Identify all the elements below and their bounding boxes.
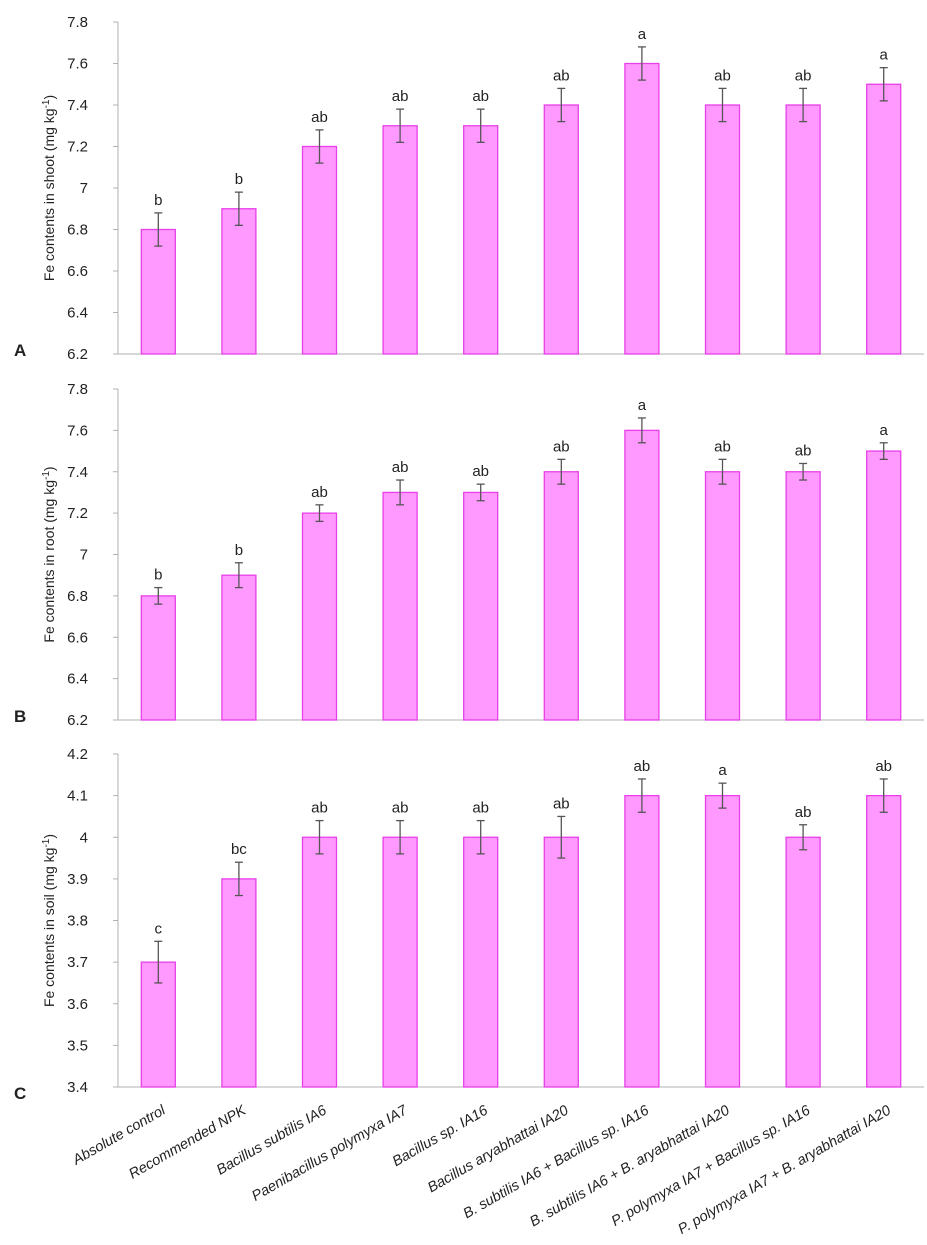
bar xyxy=(463,836,499,1088)
bar xyxy=(866,83,902,355)
chart-panel-a: 6.2 6.4 6.6 6.8 7 7.2 7.4 7.6 7.8 Fe contents in … xyxy=(14,14,924,363)
y-tick-label: 4 xyxy=(80,829,88,846)
bar xyxy=(301,512,338,721)
bar xyxy=(463,491,499,721)
y-tick-label: 7.6 xyxy=(67,422,88,439)
bar xyxy=(140,228,176,355)
bar xyxy=(221,208,257,355)
significance-letter: b xyxy=(154,192,162,209)
significance-letter: a xyxy=(638,397,647,414)
y-tick-label: 3.8 xyxy=(67,913,88,930)
bar xyxy=(624,429,660,721)
y-tick-label: 6.4 xyxy=(67,671,88,688)
significance-letter: ab xyxy=(714,67,731,84)
y-tick-label: 6.6 xyxy=(67,629,88,646)
significance-letter: ab xyxy=(553,67,570,84)
bar xyxy=(866,794,902,1088)
significance-letter: ab xyxy=(311,800,328,817)
significance-letter: c xyxy=(155,920,163,937)
bar xyxy=(301,145,338,355)
y-tick-label: 6.2 xyxy=(67,346,88,363)
y-tick-label: 6.8 xyxy=(67,588,88,605)
y-axis-title: Fe contents in soil (mg kg-1) xyxy=(41,834,58,1007)
significance-letter: ab xyxy=(795,442,812,459)
significance-letter: ab xyxy=(795,67,812,84)
significance-letter: ab xyxy=(392,800,409,817)
y-tick-label: 6.4 xyxy=(67,305,88,322)
significance-letter: a xyxy=(880,47,889,64)
significance-letter: a xyxy=(638,26,647,43)
significance-letter: b xyxy=(154,567,162,584)
significance-letter: a xyxy=(880,422,889,439)
y-tick-label: 7.6 xyxy=(67,56,88,73)
x-tick-label: Bacillus aryabhattai IA20 xyxy=(425,1103,571,1197)
y-tick-label: 3.9 xyxy=(67,871,88,888)
significance-letter: ab xyxy=(472,88,489,105)
significance-letter: ab xyxy=(311,484,328,501)
bar xyxy=(463,125,499,355)
bar xyxy=(704,104,741,355)
bar xyxy=(866,450,902,721)
bar xyxy=(221,878,257,1088)
bar xyxy=(704,471,741,721)
bar xyxy=(543,471,579,721)
y-tick-label: 7.2 xyxy=(67,505,88,522)
significance-letter: ab xyxy=(553,795,570,812)
significance-letter: ab xyxy=(392,459,409,476)
significance-letter: ab xyxy=(472,463,489,480)
bar xyxy=(221,574,257,721)
y-tick-label: 7.4 xyxy=(67,97,88,114)
x-tick-label: Paenibacillus polymyxa IA7 xyxy=(249,1102,411,1205)
panel-label: C xyxy=(14,1084,26,1103)
bar xyxy=(785,836,821,1088)
y-tick-label: 3.6 xyxy=(67,996,88,1013)
panel-label: B xyxy=(14,707,26,726)
y-tick-label: 6.8 xyxy=(67,222,88,239)
bar xyxy=(785,104,821,355)
y-tick-label: 3.7 xyxy=(67,954,88,971)
bar xyxy=(785,471,821,721)
y-tick-label: 4.1 xyxy=(67,788,88,805)
significance-letter: ab xyxy=(392,88,409,105)
y-tick-label: 7 xyxy=(80,180,88,197)
y-tick-label: 7.8 xyxy=(67,381,88,398)
chart-panel-b: 6.2 6.4 6.6 6.8 7 7.2 7.4 7.6 7.8 Fe contents in … xyxy=(14,381,924,729)
bar xyxy=(624,794,660,1088)
bar xyxy=(140,595,176,721)
bar xyxy=(301,836,338,1088)
significance-letter: ab xyxy=(795,804,812,821)
bar xyxy=(704,794,741,1088)
y-axis-title: Fe contents in root (mg kg-1) xyxy=(41,466,58,642)
bar xyxy=(543,104,579,355)
chart-panel-c: 3.4 3.5 3.6 3.7 3.8 3.9 4 4.1 4.2 Fe contents in … xyxy=(14,746,924,1103)
y-tick-label: 7.4 xyxy=(67,464,88,481)
bar xyxy=(382,491,418,721)
significance-letter: ab xyxy=(472,800,489,817)
y-tick-label: 6.6 xyxy=(67,263,88,280)
significance-letter: ab xyxy=(634,758,651,775)
bar xyxy=(382,836,418,1088)
y-tick-label: 7.2 xyxy=(67,139,88,156)
significance-letter: b xyxy=(235,171,243,188)
y-tick-label: 6.2 xyxy=(67,712,88,729)
significance-letter: ab xyxy=(875,758,892,775)
bar xyxy=(624,62,660,355)
significance-letter: ab xyxy=(311,109,328,126)
significance-letter: a xyxy=(718,762,727,779)
bar xyxy=(382,125,418,355)
significance-letter: ab xyxy=(553,438,570,455)
y-tick-label: 4.2 xyxy=(67,746,88,763)
y-axis-title: Fe contents in shoot (mg kg-1) xyxy=(41,95,58,281)
significance-letter: bc xyxy=(231,841,247,858)
y-tick-label: 7 xyxy=(80,547,88,564)
significance-letter: b xyxy=(235,542,243,559)
y-tick-label: 7.8 xyxy=(67,14,88,31)
y-tick-label: 3.5 xyxy=(67,1037,88,1054)
y-tick-label: 3.4 xyxy=(67,1079,88,1096)
bar xyxy=(543,836,579,1088)
significance-letter: ab xyxy=(714,438,731,455)
panel-label: A xyxy=(14,341,26,360)
